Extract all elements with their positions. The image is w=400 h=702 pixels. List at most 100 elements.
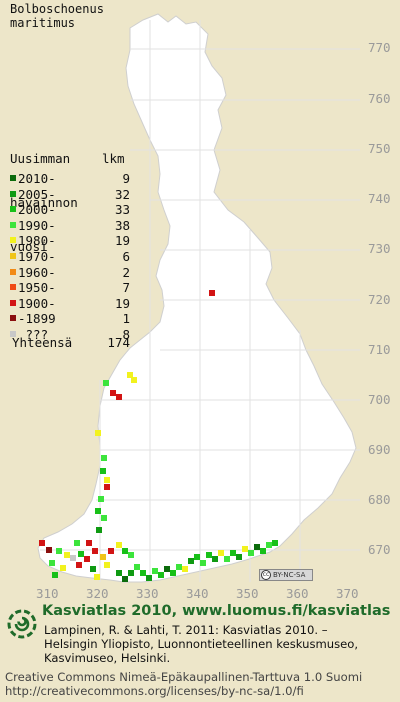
observation-marker <box>56 548 62 554</box>
observation-marker <box>122 576 128 582</box>
species-name-line1: Bolboschoenus <box>10 2 104 16</box>
x-tick-label: 370 <box>336 586 359 601</box>
cc-badge-text: BY-NC-SA <box>273 571 306 579</box>
y-tick-label: 720 <box>368 292 391 307</box>
y-tick-label: 750 <box>368 141 391 156</box>
observation-marker <box>46 547 52 553</box>
y-tick-label: 690 <box>368 442 391 457</box>
observation-marker <box>92 548 98 554</box>
x-tick-label: 340 <box>186 586 209 601</box>
legend-swatch <box>10 252 16 259</box>
legend-row: 2010- 9 <box>10 171 130 187</box>
observation-marker <box>236 554 242 560</box>
observation-marker <box>104 484 110 490</box>
footer-title[interactable]: Kasviatlas 2010, www.luomus.fi/kasviatla… <box>42 603 391 619</box>
observation-marker <box>194 554 200 560</box>
species-name-line2: maritimus <box>10 16 76 30</box>
observation-marker <box>134 564 140 570</box>
legend-label: 1990- <box>18 217 56 233</box>
observation-marker <box>116 394 122 400</box>
legend-row: -1899 1 <box>10 311 130 327</box>
observation-marker <box>140 570 146 576</box>
observation-marker <box>100 468 106 474</box>
y-tick-label: 710 <box>368 342 391 357</box>
observation-marker <box>266 542 272 548</box>
observation-marker <box>242 546 248 552</box>
observation-markers <box>39 290 278 582</box>
legend-swatch <box>10 190 16 197</box>
legend-label: ??? <box>18 326 49 342</box>
legend-row: 1970- 6 <box>10 249 130 265</box>
observation-marker <box>60 565 66 571</box>
legend-row: 1990- 38 <box>10 218 130 234</box>
legend-count: 9 <box>122 171 130 186</box>
legend-heading: Uusimman havainnon vuosi lkm <box>10 123 125 284</box>
x-tick-label: 320 <box>86 586 109 601</box>
observation-marker <box>49 560 55 566</box>
license-url[interactable]: http://creativecommons.org/licenses/by-n… <box>5 684 304 698</box>
cc-license-badge[interactable]: cc BY-NC-SA <box>259 569 313 581</box>
legend-swatch <box>10 284 16 291</box>
legend-count: 2 <box>122 264 130 280</box>
observation-marker <box>206 552 212 558</box>
grid-lines <box>40 20 360 582</box>
observation-marker <box>101 515 107 521</box>
legend-swatch <box>10 221 16 228</box>
finland-landmass <box>37 13 357 583</box>
legend-count: 32 <box>114 186 130 202</box>
x-tick-label: 350 <box>236 586 259 601</box>
observation-marker <box>110 390 116 396</box>
legend-swatch <box>10 237 16 244</box>
legend-heading-line2: havainnon <box>10 194 78 210</box>
observation-marker <box>209 290 215 296</box>
observation-marker <box>64 552 70 558</box>
footer-reference: Lampinen, R. & Lahti, T. 2011: Kasviatla… <box>44 623 359 665</box>
legend-row: 2000- 33 <box>10 202 130 218</box>
observation-marker <box>98 496 104 502</box>
observation-marker <box>128 552 134 558</box>
observation-marker <box>188 558 194 564</box>
legend-count: 19 <box>114 233 130 249</box>
observation-marker <box>212 556 218 562</box>
legend-row: 1950- 7 <box>10 280 130 296</box>
y-tick-label: 680 <box>368 492 391 507</box>
y-tick-label: 770 <box>368 40 391 55</box>
legend-count: 1 <box>122 311 130 327</box>
legend-count: 7 <box>122 280 130 296</box>
observation-marker <box>116 542 122 548</box>
legend-row: 1900- 19 <box>10 296 130 312</box>
observation-marker <box>272 540 278 546</box>
legend-heading-line1: Uusimman <box>10 151 71 167</box>
observation-marker <box>94 574 100 580</box>
legend-label: 1970- <box>18 248 56 264</box>
legend-label: 1980- <box>18 233 56 249</box>
observation-marker <box>248 550 254 556</box>
license-line1: Creative Commons Nimeä-Epäkaupallinen-Ta… <box>5 670 363 684</box>
legend-count: 8 <box>122 326 130 342</box>
observation-marker <box>230 550 236 556</box>
legend-swatch <box>10 175 16 181</box>
legend-count: 38 <box>114 217 130 233</box>
cc-icon: cc <box>261 570 271 580</box>
legend-label: 2000- <box>18 202 56 218</box>
legend-label: 2005- <box>18 186 56 202</box>
observation-marker <box>122 548 128 554</box>
observation-marker <box>104 562 110 568</box>
species-name: Bolboschoenus maritimus <box>10 2 104 30</box>
observation-marker <box>95 508 101 514</box>
legend-count: 6 <box>122 248 130 264</box>
y-tick-label: 730 <box>368 241 391 256</box>
observation-marker <box>74 540 80 546</box>
legend-swatch <box>10 206 16 213</box>
fern-spiral-logo-icon <box>7 609 37 639</box>
observation-marker <box>218 550 224 556</box>
observation-marker <box>39 540 45 546</box>
legend-swatch <box>10 330 16 337</box>
y-tick-label: 760 <box>368 91 391 106</box>
observation-marker <box>86 540 92 546</box>
legend-count: 33 <box>114 202 130 218</box>
legend-row: 2005- 32 <box>10 187 130 203</box>
observation-marker <box>146 575 152 581</box>
observation-marker <box>131 377 137 383</box>
observation-marker <box>176 564 182 570</box>
